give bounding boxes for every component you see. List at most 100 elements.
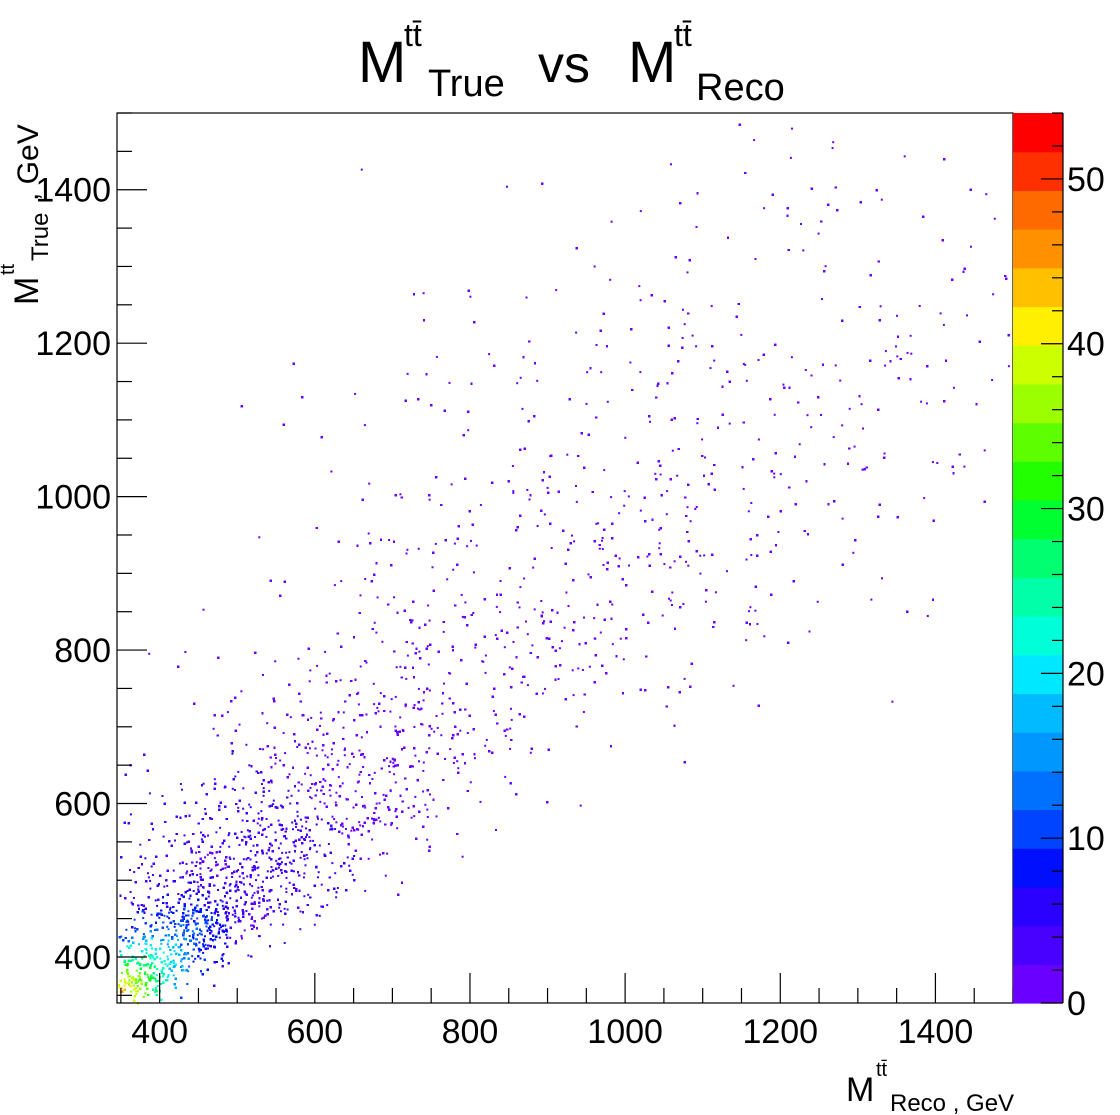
heatmap-cell [767, 515, 770, 518]
heatmap-cell [335, 821, 338, 824]
heatmap-cell [484, 744, 487, 747]
heatmap-cell [705, 589, 708, 592]
heatmap-cell [991, 379, 994, 381]
heatmap-cell [482, 660, 485, 663]
heatmap-cell [274, 660, 277, 663]
heatmap-cell [797, 401, 800, 404]
heatmap-cell [701, 455, 704, 457]
heatmap-cell [788, 486, 791, 489]
heatmap-cell [413, 815, 416, 818]
heatmap-cell [390, 822, 393, 825]
heatmap-cell [436, 727, 439, 729]
heatmap-cell [499, 593, 502, 596]
heatmap-cell [865, 466, 868, 469]
heatmap-cell [393, 773, 396, 776]
heatmap-cell [601, 539, 603, 542]
heatmap-cell [753, 139, 756, 142]
heatmap-cell [213, 857, 216, 860]
heatmap-cell [969, 188, 972, 191]
heatmap-cell [701, 438, 704, 441]
heatmap-cell [423, 691, 425, 694]
heatmap-cell [695, 226, 698, 228]
heatmap-cell [454, 725, 457, 728]
heatmap-cell [884, 350, 887, 353]
heatmap-cell [601, 664, 604, 667]
heatmap-cell [307, 647, 310, 650]
heatmap-cell [440, 504, 443, 506]
heatmap-cell [460, 659, 463, 662]
heatmap-cell [394, 729, 397, 732]
heatmap-cell [707, 483, 710, 486]
heatmap-cell [253, 920, 256, 923]
heatmap-cell [800, 223, 802, 225]
heatmap-cell [639, 688, 642, 691]
heatmap-cell [696, 192, 699, 195]
heatmap-cell [757, 438, 760, 441]
heatmap-cell [467, 410, 470, 413]
heatmap-cell [466, 732, 469, 734]
heatmap-cell [335, 804, 338, 807]
heatmap-cell [566, 453, 569, 456]
heatmap-cell [344, 747, 346, 750]
heatmap-cell [221, 867, 224, 870]
heatmap-cell [667, 326, 670, 329]
heatmap-cell [554, 678, 557, 681]
heatmap-cell [211, 852, 214, 855]
heatmap-cell [611, 522, 614, 525]
heatmap-cell [274, 753, 277, 756]
heatmap-cell [451, 737, 454, 740]
heatmap-cell [515, 656, 518, 659]
heatmap-cell [703, 554, 706, 557]
heatmap-cell [409, 619, 412, 621]
heatmap-cell [754, 258, 757, 260]
heatmap-cell [676, 474, 679, 477]
heatmap-cell [622, 692, 624, 695]
heatmap-cell [400, 496, 403, 499]
heatmap-cell [788, 386, 791, 389]
heatmap-cell [745, 621, 748, 624]
heatmap-cell [648, 564, 651, 567]
title-sup2: tt̄ [674, 17, 692, 53]
heatmap-cell [769, 550, 772, 553]
heatmap-cell [420, 707, 423, 710]
heatmap-cell [757, 359, 760, 361]
heatmap-cell [687, 312, 690, 315]
heatmap-cell [530, 747, 533, 750]
heatmap-cell [378, 802, 381, 805]
heatmap-cell [254, 651, 257, 654]
heatmap-cell [686, 506, 689, 509]
heatmap-cell [546, 801, 549, 804]
heatmap-cell [575, 725, 578, 728]
heatmap-cell [314, 747, 317, 750]
heatmap-cell [881, 577, 883, 580]
heatmap-cell [571, 534, 573, 537]
heatmap-cell [503, 646, 506, 649]
heatmap-cell [321, 749, 324, 752]
heatmap-cell [728, 380, 731, 383]
heatmap-cell [325, 805, 328, 808]
heatmap-cell [757, 704, 760, 707]
heatmap-cell [794, 503, 797, 506]
heatmap-cell [636, 461, 639, 464]
heatmap-cell [779, 473, 782, 476]
heatmap-cell [659, 464, 662, 467]
heatmap-cell [256, 927, 258, 930]
heatmap-cell [673, 724, 676, 727]
heatmap-cell [209, 851, 212, 854]
heatmap-cell [694, 508, 697, 510]
heatmap-cell [742, 421, 745, 424]
heatmap-cell [668, 597, 670, 600]
heatmap-cell [665, 513, 668, 516]
heatmap-cell [301, 396, 304, 399]
heatmap-cell [198, 851, 201, 853]
heatmap-cell [315, 527, 318, 529]
heatmap-cell [499, 611, 502, 614]
heatmap-cell [605, 672, 608, 675]
heatmap-cell [699, 572, 702, 575]
heatmap-cell [673, 560, 676, 563]
heatmap-cell [448, 697, 451, 700]
heatmap-cell [648, 553, 651, 556]
heatmap-cell [405, 552, 408, 555]
heatmap-cell [896, 516, 899, 519]
heatmap-cell [352, 755, 355, 758]
